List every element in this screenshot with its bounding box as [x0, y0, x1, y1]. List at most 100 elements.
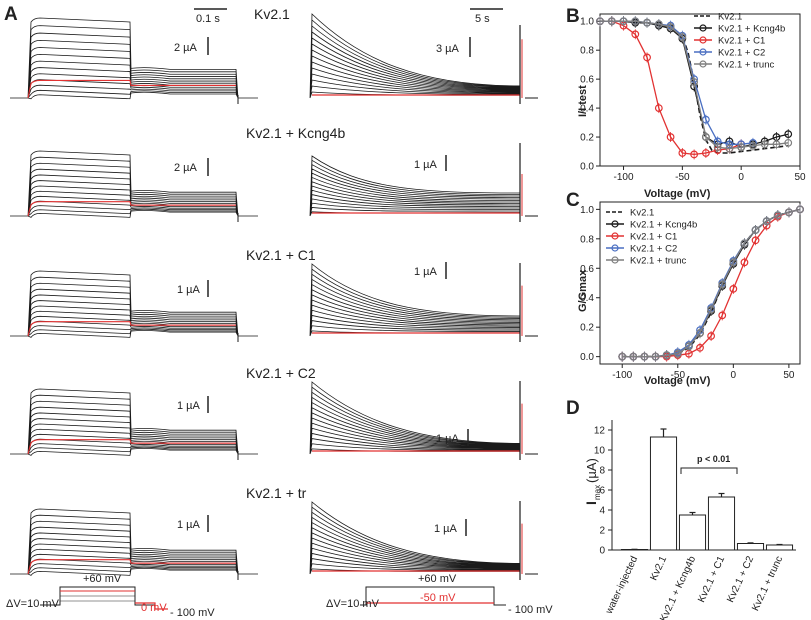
scale-label-row5-left: 1 µA	[177, 519, 201, 531]
y-tick-label: 0.6	[580, 264, 594, 275]
legend-marker	[611, 256, 619, 264]
plot-frame	[599, 201, 801, 365]
time-scale-right-label: 5 s	[475, 13, 490, 25]
y-tick-label: 0.0	[580, 352, 594, 363]
panel-label-b: B	[566, 6, 580, 27]
y-tick-label: 2	[599, 526, 605, 537]
row-title-kcng4b: Kv2.1 + Kcng4b	[246, 125, 345, 141]
chart-b-ylabel: I/I test	[577, 85, 589, 117]
current-traces-panel	[10, 13, 538, 580]
chart-d-ylabel: I max (µA)	[583, 458, 602, 505]
y-tick-label: 1.0	[580, 17, 594, 28]
scale-label-row2-left: 2 µA	[174, 162, 198, 174]
scale-label-row4-left: 1 µA	[177, 400, 201, 412]
x-category-label: Kv2.1	[648, 554, 669, 582]
protocol-left-hold: - 100 mV	[170, 607, 215, 619]
bar	[649, 436, 678, 551]
scale-label-row4-right: 1 µA	[436, 433, 460, 445]
y-tick-label: 12	[594, 426, 606, 437]
panel-label-a: A	[4, 4, 18, 25]
bar	[678, 514, 707, 551]
row-title-tr: Kv2.1 + tr	[246, 485, 307, 501]
y-tick-label: 0.2	[580, 133, 594, 144]
legend-marker	[699, 60, 707, 68]
scale-label-row3-right: 1 µA	[414, 266, 438, 278]
legend-entry: Kv2.1 + C1	[630, 232, 677, 243]
chart-c-xlabel: Voltage (mV)	[644, 375, 711, 387]
x-tick-label: 0	[738, 172, 744, 183]
legend-marker	[611, 232, 619, 240]
y-tick-label: 0.2	[580, 323, 594, 334]
y-tick-label: 0.0	[580, 162, 594, 173]
bar	[736, 543, 765, 551]
legend-entry: Kv2.1 + trunc	[718, 60, 774, 71]
y-tick-label: 4	[599, 506, 605, 517]
chart-d-ylabel-sub: max	[593, 485, 602, 500]
y-tick-label: 6	[599, 486, 605, 497]
trace-family-left	[10, 17, 258, 100]
legend-entry: Kv2.1 + C2	[718, 48, 765, 59]
trace-red-left	[27, 559, 236, 575]
chart-c-ylabel: G/Gmax	[577, 269, 589, 312]
series-line	[600, 20, 789, 154]
chart-d-ylabel-main: I	[583, 501, 599, 505]
time-scale-left-label: 0.1 s	[196, 13, 220, 25]
y-tick-label: 0.8	[580, 46, 594, 57]
trace-family-left	[10, 388, 258, 456]
y-tick-label: 0	[599, 546, 605, 557]
y-tick-label: 0.4	[580, 104, 594, 115]
protocol-right-top: +60 mV	[418, 573, 457, 585]
trace-family-left	[10, 508, 258, 576]
protocol-right-step: ΔV=10 mV	[326, 598, 380, 610]
bar	[765, 544, 794, 551]
x-category-label: Kv2.1 + C2	[725, 554, 756, 604]
y-tick-label: 0.4	[580, 293, 594, 304]
protocol-left-top: +60 mV	[83, 573, 122, 585]
trace-family-right	[309, 381, 521, 455]
x-tick-label: 50	[794, 172, 806, 183]
legend-marker	[699, 36, 707, 44]
chart-d-significance-bracket	[680, 467, 738, 474]
current-scalebars-right	[445, 37, 471, 536]
scale-label-row2-right: 1 µA	[414, 159, 438, 171]
row-title-kv21: Kv2.1	[254, 6, 290, 22]
chart-d-significance: p < 0.01	[697, 454, 730, 464]
row-title-c2: Kv2.1 + C2	[246, 365, 316, 381]
y-tick-label: 1.0	[580, 205, 594, 216]
protocol-right-hold: - 100 mV	[508, 604, 553, 616]
protocol-right-test: -50 mV	[420, 592, 456, 604]
legend-marker	[611, 220, 619, 228]
chart-b-xlabel: Voltage (mV)	[644, 188, 711, 200]
x-category-label: Kv2.1 + trunc	[750, 555, 785, 613]
scale-label-row3-left: 1 µA	[177, 284, 201, 296]
legend-entry: Kv2.1 + trunc	[630, 256, 686, 267]
y-tick-label: 0.6	[580, 75, 594, 86]
trace-red-left	[27, 321, 236, 337]
chart-d-ylabel-unit: (µA)	[584, 458, 599, 483]
row-title-c1: Kv2.1 + C1	[246, 247, 316, 263]
trace-family-right	[309, 13, 521, 99]
x-tick-label: 0	[731, 370, 737, 381]
legend-entry: Kv2.1 + C2	[630, 244, 677, 255]
trace-family-right	[309, 501, 521, 575]
y-tick-label: 0.8	[580, 234, 594, 245]
x-category-label: Kv2.1 + C1	[696, 554, 727, 604]
legend-marker	[611, 244, 619, 252]
trace-red-left	[27, 201, 236, 217]
trace-family-left	[10, 270, 258, 338]
x-tick-label: -50	[675, 172, 690, 183]
legend-entry: Kv2.1 + C1	[718, 36, 765, 47]
panel-label-c: C	[566, 190, 580, 211]
x-tick-label: 50	[783, 370, 795, 381]
x-tick-label: -50	[671, 370, 686, 381]
scale-label-row1-left: 2 µA	[174, 42, 198, 54]
legend-entry: Kv2.1 + Kcng4b	[718, 24, 785, 35]
scale-label-row5-right: 1 µA	[434, 523, 458, 535]
trace-family-left	[10, 150, 258, 218]
x-tick-label: -100	[614, 172, 634, 183]
panel-label-d: D	[566, 398, 580, 419]
trace-red-left	[27, 439, 236, 455]
